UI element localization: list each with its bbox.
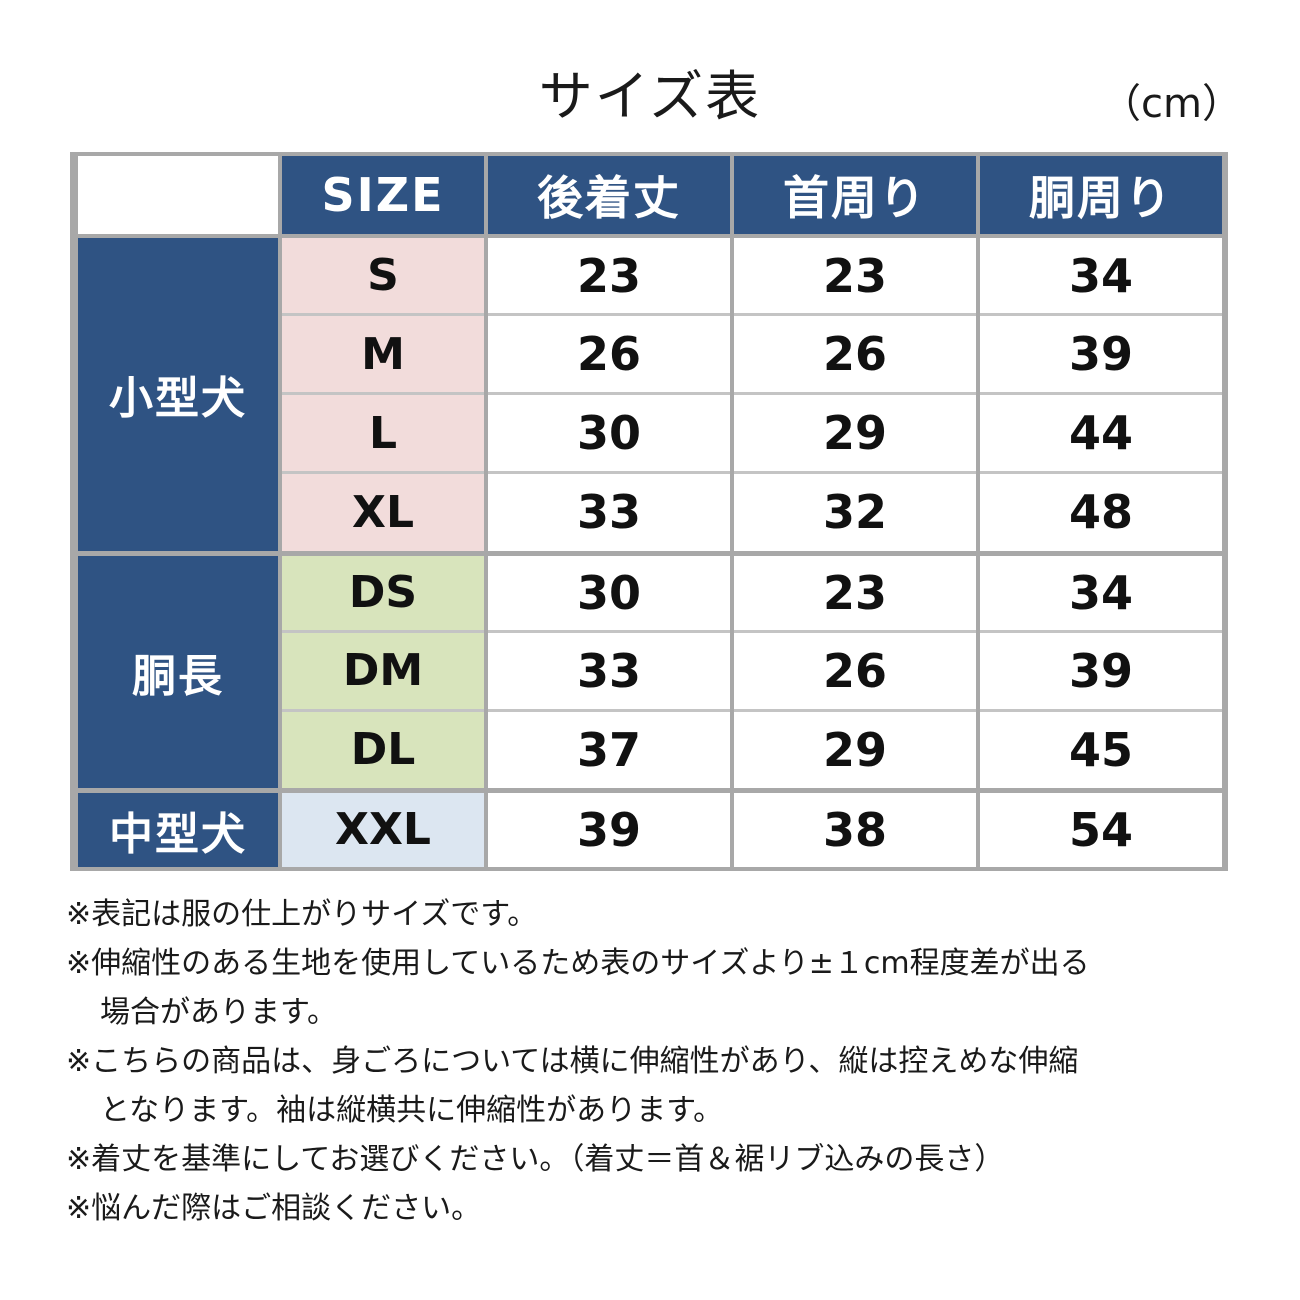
value-cell: 45 (980, 708, 1222, 788)
header-chest: 胴周り (980, 156, 1222, 235)
value-cell: 39 (488, 787, 730, 867)
note-line: ※伸縮性のある生地を使用しているため表のサイズより±１cm程度差が出る (66, 946, 1090, 981)
size-cell: L (282, 392, 484, 472)
value-cell: 23 (734, 234, 976, 314)
value-cell: 33 (488, 629, 730, 709)
table-row: 小型犬 S 23 23 34 (78, 234, 1222, 551)
value-cell: 32 (734, 471, 976, 551)
table-row: 中型犬 XXL 39 38 54 (78, 787, 1222, 867)
note-line: ※こちらの商品は、身ごろについては横に伸縮性があり、縦は控えめな伸縮 (66, 1044, 1079, 1079)
header-size: SIZE (282, 156, 484, 235)
group-label-medium-dog: 中型犬 (78, 787, 278, 867)
value-cell: 34 (980, 550, 1222, 630)
value-cell: 30 (488, 392, 730, 472)
unit-label: （cm） (1101, 81, 1242, 127)
size-cell: XXL (282, 787, 484, 867)
value-cell: 23 (488, 234, 730, 314)
header-back-length: 後着丈 (488, 156, 730, 235)
header-neck: 首周り (734, 156, 976, 235)
value-cell: 48 (980, 471, 1222, 551)
value-cell: 54 (980, 787, 1222, 867)
value-cell: 26 (488, 313, 730, 393)
value-cell: 26 (734, 313, 976, 393)
note-line: となります。袖は縦横共に伸縮性があります。 (100, 1093, 724, 1128)
size-table: SIZE 後着丈 首周り 胴周り 小型犬 S 23 23 34 M 26 26 … (70, 152, 1228, 871)
value-cell: 39 (980, 313, 1222, 393)
note-line: ※悩んだ際はご相談ください。 (66, 1191, 482, 1226)
header-corner (78, 156, 278, 235)
value-cell: 38 (734, 787, 976, 867)
size-cell: DS (282, 550, 484, 630)
table-row: 胴長 DS 30 23 34 (78, 550, 1222, 788)
note-line: ※表記は服の仕上がりサイズです。 (66, 897, 538, 932)
size-cell: M (282, 313, 484, 393)
value-cell: 34 (980, 234, 1222, 314)
table-row: L 30 29 44 (78, 392, 1222, 472)
table-row: XL 33 32 48 (78, 471, 1222, 551)
page-title: サイズ表 (538, 65, 762, 128)
value-cell: 39 (980, 629, 1222, 709)
value-cell: 29 (734, 392, 976, 472)
table-row: M 26 26 39 (78, 313, 1222, 393)
header-row: SIZE 後着丈 首周り 胴周り (78, 156, 1222, 235)
value-cell: 29 (734, 708, 976, 788)
size-cell: S (282, 234, 484, 314)
table-row: DL 37 29 45 (78, 708, 1222, 788)
note-line: ※着丈を基準にしてお選びください。（着丈＝首＆裾リブ込みの長さ） (66, 1142, 1005, 1177)
value-cell: 23 (734, 550, 976, 630)
size-cell: XL (282, 471, 484, 551)
value-cell: 26 (734, 629, 976, 709)
value-cell: 30 (488, 550, 730, 630)
group-label-small-dog: 小型犬 (78, 234, 278, 551)
note-line: 場合があります。 (100, 995, 337, 1030)
table-row: DM 33 26 39 (78, 629, 1222, 709)
group-label-long-body: 胴長 (78, 550, 278, 788)
size-cell: DL (282, 708, 484, 788)
notes: ※表記は服の仕上がりサイズです。 ※伸縮性のある生地を使用しているため表のサイズ… (66, 890, 1266, 1233)
value-cell: 33 (488, 471, 730, 551)
size-cell: DM (282, 629, 484, 709)
value-cell: 37 (488, 708, 730, 788)
value-cell: 44 (980, 392, 1222, 472)
